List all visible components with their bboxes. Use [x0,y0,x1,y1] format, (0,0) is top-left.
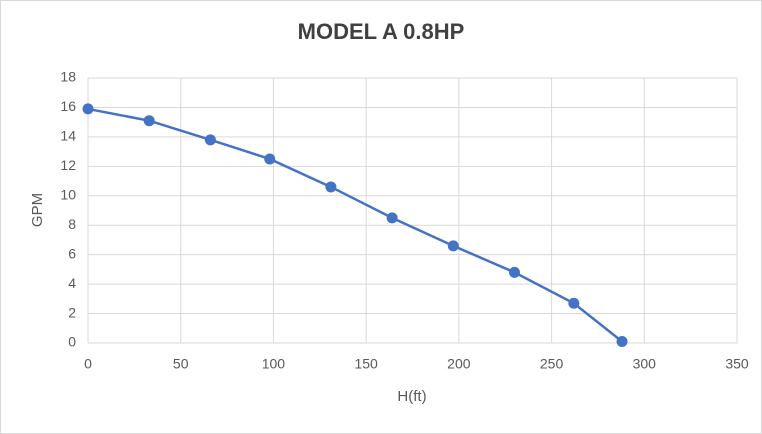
data-point [325,181,337,193]
data-point [82,103,94,115]
x-axis-label: H(ft) [397,388,426,405]
y-tick-label: 16 [60,98,76,114]
x-tick-label: 50 [173,356,189,372]
y-tick-label: 4 [68,275,76,291]
x-tick-label: 300 [633,356,657,372]
data-point [143,115,155,127]
y-tick-label: 8 [68,216,76,232]
y-tick-label: 12 [60,157,76,173]
y-tick-label: 14 [60,128,76,144]
data-line [87,107,623,343]
x-tick-label: 150 [354,356,378,372]
y-axis-label: GPM [29,193,46,227]
data-point [616,336,628,348]
x-tick-label: 0 [84,356,92,372]
x-tick-label: 200 [447,356,471,372]
data-point [568,297,580,309]
data-point [508,266,520,278]
data-point [204,134,216,146]
y-tick-label: 10 [60,186,76,202]
y-tick-label: 18 [60,69,76,85]
x-tick-label: 250 [540,356,564,372]
chart-title: MODEL A 0.8HP [298,19,465,44]
data-point [447,240,459,252]
x-tick-label: 100 [262,356,286,372]
data-point [264,153,276,165]
y-tick-label: 2 [68,304,76,320]
x-tick-label: 350 [725,356,749,372]
data-point [386,212,398,224]
y-tick-label: 0 [68,334,76,350]
y-tick-label: 6 [68,245,76,261]
